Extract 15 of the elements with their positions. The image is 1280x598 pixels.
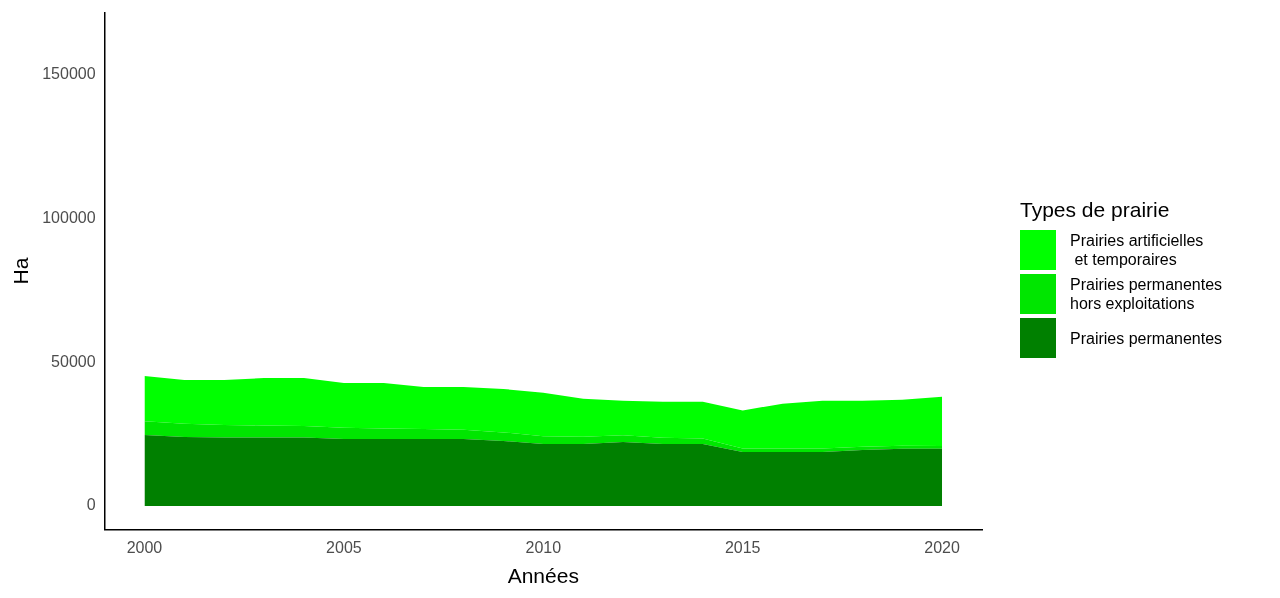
legend-title: Types de prairie <box>1020 198 1171 222</box>
x-tick-label: 2015 <box>724 538 761 556</box>
x-tick-label: 2020 <box>924 538 961 556</box>
y-axis-title: Ha <box>9 257 33 285</box>
x-axis-title: Années <box>507 564 579 588</box>
text: Prairies permanentes hors exploitations <box>1070 275 1223 313</box>
y-tick-label: 50000 <box>51 352 96 370</box>
text: Prairies permanentes <box>1070 328 1223 348</box>
x-tick-label: 2010 <box>525 538 562 556</box>
x-tick-label: 2005 <box>326 538 362 556</box>
y-tick-label: 0 <box>86 496 96 514</box>
text: Prairies artificielles et temporaires <box>1070 231 1204 269</box>
y-tick-label: 150000 <box>42 65 96 83</box>
x-tick-label: 2000 <box>126 538 163 556</box>
y-tick-label: 100000 <box>42 208 96 226</box>
